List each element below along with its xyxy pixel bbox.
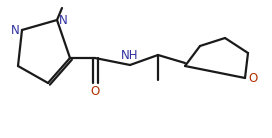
- Text: O: O: [248, 71, 257, 84]
- Text: N: N: [11, 23, 20, 36]
- Text: N: N: [59, 14, 68, 26]
- Text: NH: NH: [121, 49, 139, 62]
- Text: O: O: [90, 85, 100, 98]
